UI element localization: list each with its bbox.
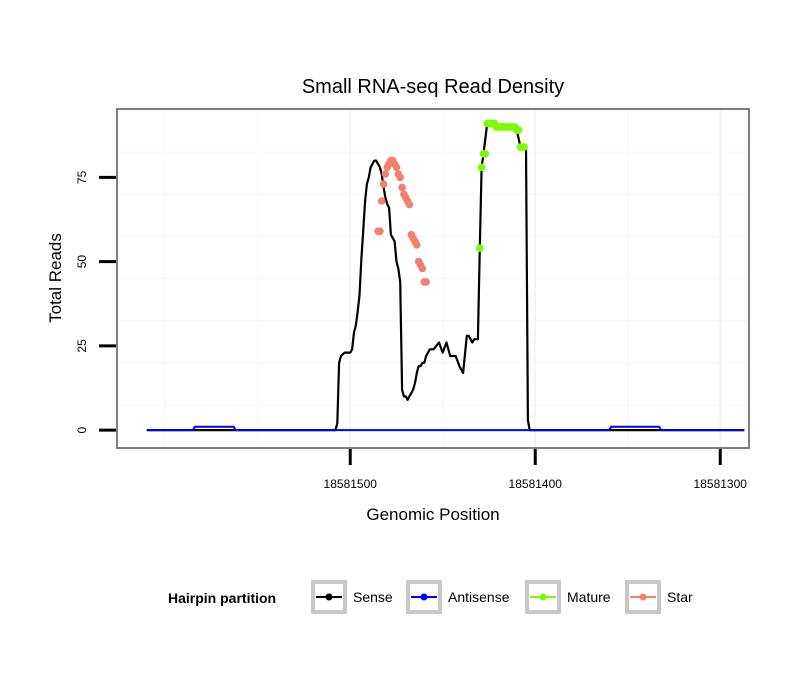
axis-layer: 0 25 50 75 18581500 18581400 18581300 [75, 170, 747, 491]
star-point [377, 197, 386, 205]
sense-legend-label: Sense [353, 589, 393, 605]
sense-series-line [146, 122, 745, 432]
mature-point [514, 126, 523, 134]
x-tick-label: 18581300 [694, 477, 748, 491]
mature-point [477, 163, 486, 172]
mature-legend-marker [539, 593, 547, 601]
chart-title: Small RNA-seq Read Density [302, 76, 564, 98]
y-tick-label: 0 [75, 426, 89, 433]
y-tick-label: 50 [75, 255, 89, 269]
star-point [405, 200, 414, 209]
star-point [379, 180, 388, 188]
antisense-series-line [146, 425, 745, 432]
y-axis-title: Total Reads [46, 233, 65, 323]
mature-legend-label: Mature [567, 589, 611, 605]
x-tick-label: 18581400 [509, 477, 563, 491]
legend: Hairpin partition Sense Antisense Mature St… [168, 580, 693, 614]
mature-point [476, 244, 484, 252]
y-tick-label: 75 [75, 170, 89, 184]
x-tick-label: 18581500 [324, 477, 378, 491]
star-legend-marker [639, 593, 647, 601]
y-tick-label: 25 [75, 339, 89, 353]
star-point [413, 241, 421, 249]
star-point [422, 278, 430, 286]
star-legend-label: Star [667, 589, 693, 605]
plot-panel-border [116, 108, 750, 449]
star-point [376, 227, 384, 236]
antisense-legend-marker [420, 593, 428, 601]
mature-point [481, 150, 490, 158]
grid-lines [119, 109, 748, 448]
legend-title: Hairpin partition [168, 590, 276, 606]
star-point [396, 173, 405, 182]
x-axis-title: Genomic Position [366, 505, 499, 524]
series-layer [146, 119, 745, 432]
star-point [381, 170, 390, 178]
sense-legend-marker [325, 593, 333, 601]
star-point [398, 183, 406, 192]
star-point [392, 163, 401, 172]
star-point [418, 264, 427, 273]
mature-point [520, 143, 528, 151]
antisense-legend-label: Antisense [448, 589, 510, 605]
